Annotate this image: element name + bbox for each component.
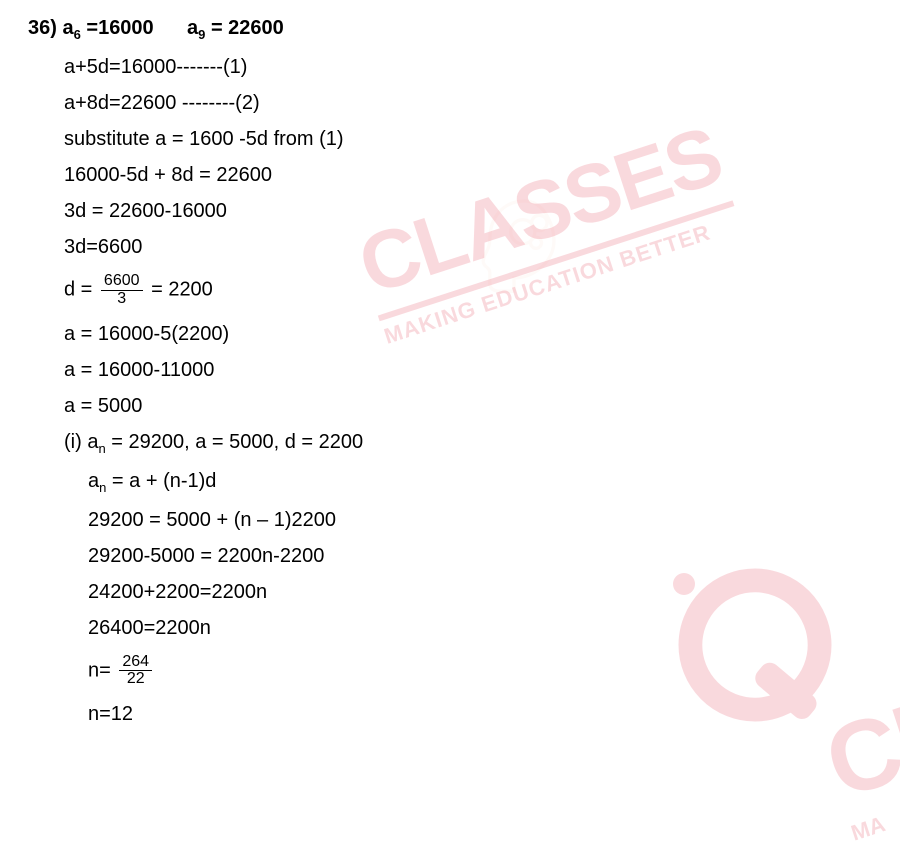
fraction-6600-3: 6600 3 — [101, 273, 143, 308]
a6-sub: 6 — [74, 27, 81, 42]
part-i-l2: 29200 = 5000 + (n – 1)2200 — [28, 510, 900, 530]
part-i-l3: 29200-5000 = 2200n-2200 — [28, 546, 900, 566]
step-6: 3d=6600 — [28, 237, 900, 257]
part-i-pre: (i) a — [64, 431, 98, 453]
part-i-l5: 26400=2200n — [28, 618, 900, 638]
part-i-header: (i) an = 29200, a = 5000, d = 2200 — [28, 432, 900, 455]
part-i-l6: n= 264 22 — [28, 654, 900, 689]
problem-number: 36) — [28, 17, 57, 39]
frac-den-2: 22 — [119, 671, 152, 688]
step-1: a+5d=16000-------(1) — [28, 57, 900, 77]
step-9: a = 16000-11000 — [28, 360, 900, 380]
part-i-l4: 24200+2200=2200n — [28, 582, 900, 602]
part-i-sub: n — [98, 441, 105, 456]
step-7: d = 6600 3 = 2200 — [28, 273, 900, 308]
math-solution: 36) a6 =16000 a9 = 22600 a+5d=16000-----… — [0, 0, 900, 724]
l6-pre: n= — [88, 659, 116, 681]
step-4: 16000-5d + 8d = 22600 — [28, 165, 900, 185]
step-3: substitute a = 1600 -5d from (1) — [28, 129, 900, 149]
step-5: 3d = 22600-16000 — [28, 201, 900, 221]
line-given: 36) a6 =16000 a9 = 22600 — [28, 18, 900, 41]
frac-den: 3 — [101, 291, 143, 308]
step-2: a+8d=22600 --------(2) — [28, 93, 900, 113]
part-i-post: = 29200, a = 5000, d = 2200 — [106, 431, 363, 453]
step-10: a = 5000 — [28, 396, 900, 416]
step-7-pre: d = — [64, 279, 98, 301]
step-8: a = 16000-5(2200) — [28, 324, 900, 344]
fraction-264-22: 264 22 — [119, 654, 152, 689]
frac-num-2: 264 — [119, 654, 152, 672]
a6-label: a — [62, 17, 73, 39]
a9-eq: = 22600 — [205, 17, 283, 39]
part-i-l1: an = a + (n-1)d — [28, 471, 900, 494]
l1-post: = a + (n-1)d — [106, 470, 216, 492]
a9-label: a — [187, 17, 198, 39]
a6-eq: =16000 — [81, 17, 154, 39]
step-7-post: = 2200 — [151, 279, 213, 301]
frac-num: 6600 — [101, 273, 143, 291]
watermark-corner-small: MA — [848, 782, 900, 847]
part-i-l7: n=12 — [28, 704, 900, 724]
l1-pre: a — [88, 470, 99, 492]
